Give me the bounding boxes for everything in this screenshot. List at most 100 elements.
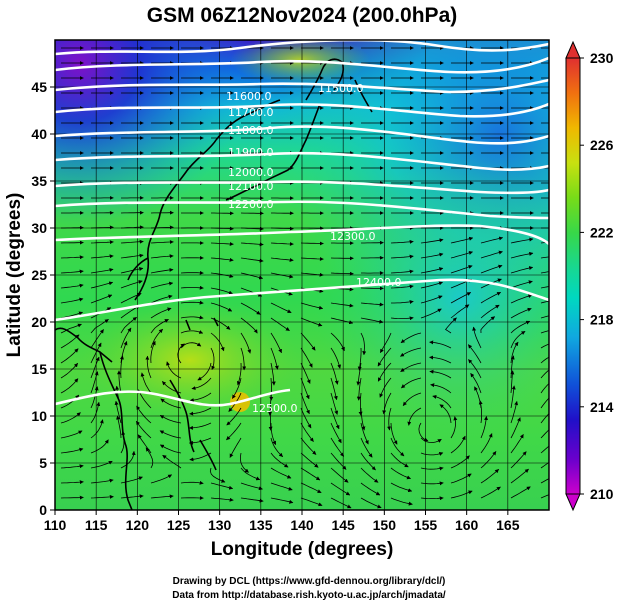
streamline (358, 392, 363, 416)
streamline (390, 269, 414, 274)
streamline (360, 482, 381, 496)
streamline (429, 355, 452, 364)
streamline (330, 377, 338, 401)
y-tick-label: 35 (31, 173, 47, 189)
streamline (472, 326, 482, 349)
streamline (330, 332, 345, 352)
streamline (510, 434, 524, 454)
streamline (510, 451, 527, 469)
contour-label: 12400.0 (356, 276, 402, 289)
streamline (330, 437, 345, 457)
streamline (450, 416, 458, 439)
streamline (360, 452, 376, 471)
streamline (510, 468, 529, 484)
streamline (540, 315, 549, 319)
streamline (300, 347, 313, 368)
streamline (210, 347, 216, 370)
streamline (160, 398, 182, 409)
y-tick-label: 5 (39, 455, 47, 471)
streamline (210, 226, 234, 231)
streamline (90, 329, 104, 349)
streamline (429, 340, 452, 349)
streamline (467, 344, 482, 364)
streamline (540, 300, 549, 304)
streamline (117, 370, 122, 394)
streamline (140, 372, 152, 394)
streamline (270, 482, 293, 491)
streamline (420, 452, 444, 456)
streamline (135, 420, 152, 439)
streamline (330, 467, 349, 483)
streamline (300, 332, 316, 351)
streamline (450, 490, 473, 499)
x-tick-label: 115 (85, 517, 108, 533)
streamline (60, 362, 79, 379)
streamline (480, 250, 503, 259)
streamline (270, 317, 290, 332)
streamline (60, 480, 84, 485)
streamline (270, 437, 283, 457)
streamline (450, 265, 473, 274)
credit-drawing: Drawing by DCL (https://www.gfd-dennou.o… (173, 576, 446, 587)
streamline (390, 437, 405, 457)
streamline (210, 497, 234, 502)
streamline (400, 347, 422, 357)
streamline (540, 494, 549, 499)
streamline (450, 250, 473, 259)
streamline (300, 256, 324, 261)
streamline (390, 422, 398, 445)
streamline (418, 422, 429, 442)
contour-label: 12500.0 (252, 402, 298, 415)
streamline (240, 317, 258, 334)
x-tick-label: 110 (44, 517, 67, 533)
streamline (480, 486, 501, 499)
streamline (510, 330, 526, 349)
streamline (420, 281, 443, 289)
streamline (90, 240, 114, 245)
streamline (268, 392, 273, 416)
streamline (120, 327, 132, 349)
streamline (90, 281, 114, 289)
streamline (420, 267, 444, 274)
streamline (480, 236, 504, 244)
streamline (300, 497, 323, 507)
streamline (390, 239, 414, 244)
streamline (390, 316, 414, 321)
streamline (209, 467, 226, 483)
streamline (240, 482, 263, 491)
streamline (300, 241, 324, 246)
streamline (390, 284, 414, 289)
streamline (236, 362, 242, 386)
streamline (445, 317, 457, 334)
streamline (510, 307, 532, 319)
streamline (360, 302, 384, 307)
streamline (189, 392, 212, 403)
streamline (90, 225, 114, 230)
x-tick-label: 130 (208, 517, 232, 533)
streamline (300, 482, 322, 494)
streamline (180, 300, 204, 305)
contour-label: 12300.0 (330, 230, 376, 243)
figure-title: GSM 06Z12Nov2024 (200.0hPa) (147, 4, 458, 27)
streamline (60, 348, 79, 364)
streamline (189, 407, 212, 416)
streamline (116, 415, 122, 439)
streamline (162, 454, 182, 469)
streamline (510, 320, 531, 334)
streamline (270, 347, 279, 370)
streamline (407, 407, 422, 426)
streamline (360, 467, 379, 483)
colorbar-top-arrow (565, 40, 581, 59)
streamline (150, 294, 173, 304)
y-tick-label: 0 (39, 502, 47, 518)
streamline (90, 460, 113, 469)
streamline (510, 401, 519, 424)
streamline (300, 467, 321, 481)
streamline (145, 447, 154, 469)
streamline (450, 304, 470, 319)
streamline (390, 482, 413, 493)
streamline (360, 407, 366, 431)
colorbar-fill (565, 57, 581, 495)
streamline (540, 445, 549, 454)
streamline (300, 392, 310, 415)
